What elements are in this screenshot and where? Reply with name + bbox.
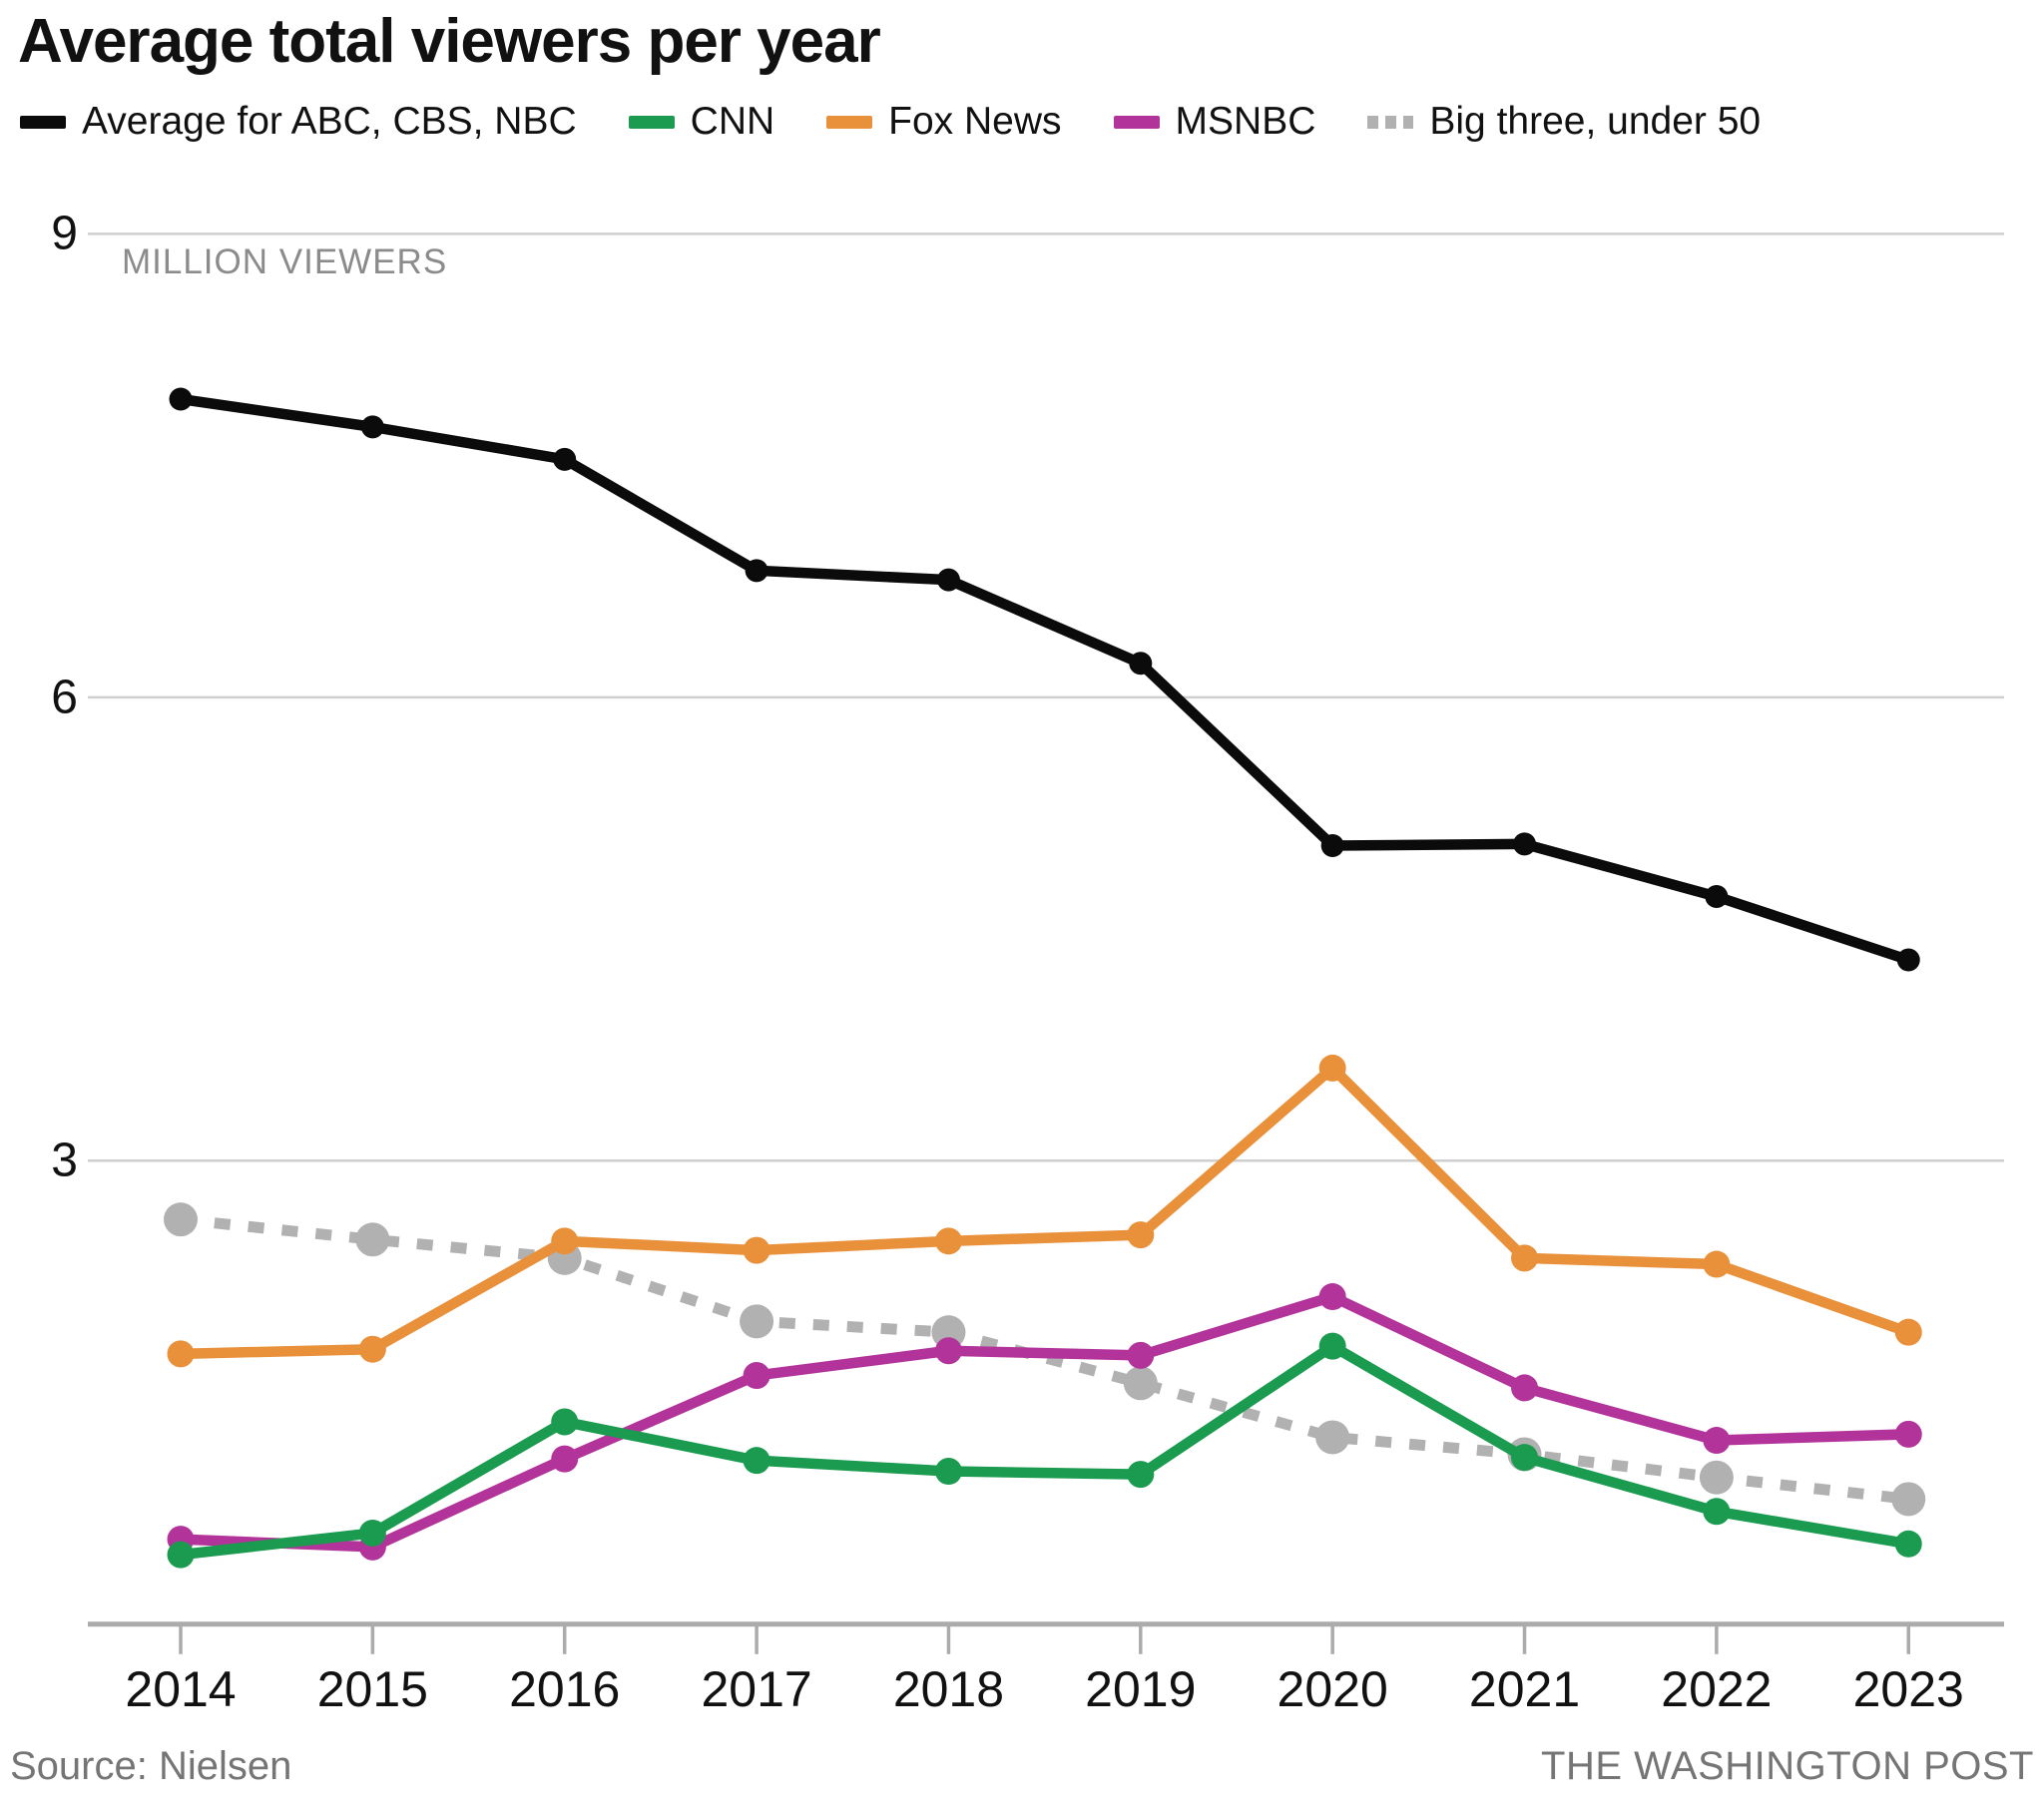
series-line-big-three-under-50: [180, 1213, 1909, 1505]
legend-swatch-icon: [1113, 115, 1160, 129]
data-point: [167, 1541, 195, 1569]
data-point: [936, 568, 960, 592]
series-line-msnbc: [175, 1291, 1914, 1553]
data-point: [164, 1202, 198, 1237]
x-axis-label: 2017: [701, 1661, 812, 1717]
data-point: [551, 1445, 579, 1473]
data-point: [1129, 652, 1153, 676]
legend-item-big-three-under-50: Big three, under 50: [1367, 100, 1761, 144]
x-axis-label: 2016: [509, 1661, 621, 1717]
data-point: [1511, 1244, 1539, 1272]
legend-label: Big three, under 50: [1429, 100, 1762, 143]
page-title: Average total viewers per year: [18, 7, 881, 76]
y-axis-tick-label: 6: [51, 671, 78, 724]
legend-swatch-icon: [628, 115, 675, 129]
data-point: [743, 1447, 770, 1475]
legend: Average for ABC, CBS, NBC CNN Fox News MSNB…: [20, 100, 1761, 144]
data-point: [1703, 1498, 1731, 1526]
data-point: [1703, 1250, 1731, 1278]
legend-swatch-icon: [20, 115, 66, 129]
legend-item-msnbc: MSNBC: [1113, 100, 1316, 144]
legend-swatch-icon: [1367, 115, 1414, 129]
legend-label: CNN: [690, 100, 775, 143]
data-point: [1511, 1374, 1539, 1402]
x-axis-label: 2015: [316, 1661, 428, 1717]
data-point: [360, 415, 384, 439]
data-point: [1318, 1283, 1346, 1311]
data-point: [551, 1227, 579, 1255]
data-point: [1315, 1420, 1350, 1455]
legend-item-fox-news: Fox News: [826, 100, 1062, 144]
data-point: [1894, 1420, 1922, 1448]
x-axis-label: 2014: [125, 1661, 237, 1717]
x-axis-label: 2020: [1277, 1661, 1388, 1717]
y-axis-tick-label: 9: [51, 207, 78, 260]
legend-item-average-for-abc-cbs-nbc: Average for ABC, CBS, NBC: [20, 100, 577, 144]
data-point: [1127, 1341, 1155, 1369]
data-point: [167, 1340, 195, 1368]
legend-label: Fox News: [888, 100, 1062, 143]
data-point: [1318, 1332, 1346, 1360]
legend-label: MSNBC: [1175, 100, 1316, 143]
data-point: [1891, 1482, 1926, 1517]
data-point: [1703, 1427, 1731, 1455]
data-point: [1894, 1530, 1922, 1558]
legend-swatch-icon: [826, 115, 873, 129]
data-point: [934, 1227, 962, 1255]
data-point: [169, 387, 193, 411]
data-point: [1318, 1054, 1346, 1082]
data-point: [551, 1408, 579, 1436]
data-point: [1127, 1461, 1155, 1489]
data-point: [1699, 1460, 1734, 1495]
data-point: [1320, 833, 1344, 857]
series-line-fox-news: [175, 1063, 1914, 1360]
series-line-cnn: [175, 1340, 1914, 1561]
y-axis-tick-label: 3: [51, 1133, 78, 1187]
x-axis-label: 2018: [892, 1661, 1005, 1717]
data-point: [1894, 1318, 1922, 1346]
publisher-credit: THE WASHINGTON POST: [1541, 1744, 2034, 1788]
data-point: [553, 447, 577, 471]
data-point: [1705, 885, 1729, 909]
source-note: Source: Nielsen: [10, 1744, 292, 1788]
series-line-average-for-abc-cbs-nbc: [175, 393, 1914, 966]
x-axis-label: 2021: [1468, 1661, 1581, 1717]
data-point: [740, 1304, 774, 1339]
data-point: [934, 1337, 962, 1365]
data-point: [1123, 1366, 1158, 1401]
data-point: [745, 559, 768, 583]
data-point: [358, 1519, 386, 1547]
data-point: [743, 1362, 770, 1390]
data-point: [1127, 1221, 1155, 1249]
x-axis-label: 2023: [1852, 1661, 1964, 1717]
data-point: [1896, 948, 1920, 972]
data-point: [358, 1335, 386, 1363]
y-axis-unit-label: MILLION VIEWERS: [122, 242, 448, 281]
data-point: [1511, 1444, 1539, 1472]
legend-item-cnn: CNN: [628, 100, 775, 144]
x-axis-label: 2022: [1661, 1661, 1773, 1717]
data-point: [1513, 832, 1537, 856]
x-axis-label: 2019: [1085, 1661, 1197, 1717]
data-point: [934, 1458, 962, 1486]
data-point: [355, 1222, 390, 1257]
data-point: [743, 1236, 770, 1264]
legend-label: Average for ABC, CBS, NBC: [82, 100, 577, 143]
